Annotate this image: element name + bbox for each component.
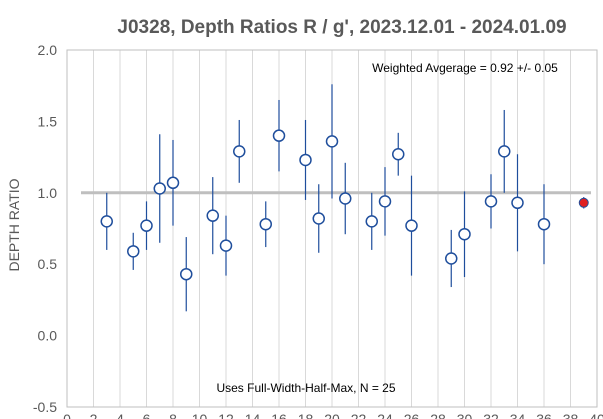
x-tick-label: 26 <box>404 411 420 419</box>
x-tick-label: 18 <box>298 411 314 419</box>
y-tick-label: 0.0 <box>38 328 58 344</box>
x-tick-label: 0 <box>63 411 71 419</box>
data-point <box>180 267 193 281</box>
x-tick-label: 10 <box>192 411 208 419</box>
x-tick-label: 6 <box>143 411 151 419</box>
plot-area-border <box>66 49 598 408</box>
data-point <box>392 147 405 161</box>
data-point <box>511 196 524 210</box>
y-tick-label: 2.0 <box>38 42 58 58</box>
data-point <box>484 195 498 208</box>
data-point <box>405 219 418 232</box>
x-tick-label: 20 <box>324 411 340 419</box>
x-tick-label: 8 <box>169 411 177 419</box>
data-point <box>259 217 272 231</box>
data-point <box>140 219 153 232</box>
x-tick-label: 14 <box>245 411 261 419</box>
method-annotation: Uses Full-Width-Half-Max, N = 25 <box>216 381 395 395</box>
data-point <box>312 212 325 225</box>
y-tick-label: 1.0 <box>38 185 58 201</box>
y-axis-label: DEPTH RATIO <box>6 178 22 271</box>
data-point <box>206 209 219 222</box>
data-point <box>127 245 140 258</box>
data-point <box>339 192 352 205</box>
x-tick-label: 16 <box>271 411 287 419</box>
data-point <box>378 195 392 208</box>
data-point <box>219 239 233 252</box>
x-tick-label: 38 <box>563 411 579 419</box>
data-point <box>299 153 312 167</box>
data-layer <box>81 84 591 312</box>
y-tick-label: 0.5 <box>38 256 58 272</box>
data-point <box>100 215 113 228</box>
data-point <box>233 145 246 158</box>
data-point <box>166 176 180 190</box>
chart-title: J0328, Depth Ratios R / g', 2023.12.01 -… <box>117 17 566 38</box>
x-tick-label: 12 <box>218 411 234 419</box>
weighted-average-annotation: Weighted Avgerage = 0.92 +/- 0.05 <box>372 61 558 75</box>
x-tick-label: 4 <box>116 411 124 419</box>
data-point <box>365 215 378 228</box>
data-point <box>458 227 471 241</box>
y-tick-label: -0.5 <box>33 399 57 415</box>
x-tick-label: 28 <box>430 411 446 419</box>
x-tick-label: 22 <box>351 411 367 419</box>
weighted-average-point <box>578 197 589 208</box>
data-point <box>272 129 286 142</box>
data-point <box>537 217 551 231</box>
x-tick-label: 36 <box>536 411 552 419</box>
x-tick-label: 2 <box>90 411 98 419</box>
x-tick-label: 24 <box>377 411 393 419</box>
x-tick-label: 30 <box>457 411 473 419</box>
data-point <box>325 135 339 148</box>
data-point <box>445 252 458 265</box>
y-tick-label: 1.5 <box>38 113 58 129</box>
x-tick-label: 32 <box>483 411 499 419</box>
data-point <box>498 145 511 158</box>
axis-layer: -0.50.00.51.01.52.00 2 4 6 8 10 12 14 16 18 20 22 24… <box>33 42 603 419</box>
x-tick-label: 34 <box>510 411 526 419</box>
x-tick-label: 40 <box>589 411 603 419</box>
data-point <box>153 182 166 195</box>
